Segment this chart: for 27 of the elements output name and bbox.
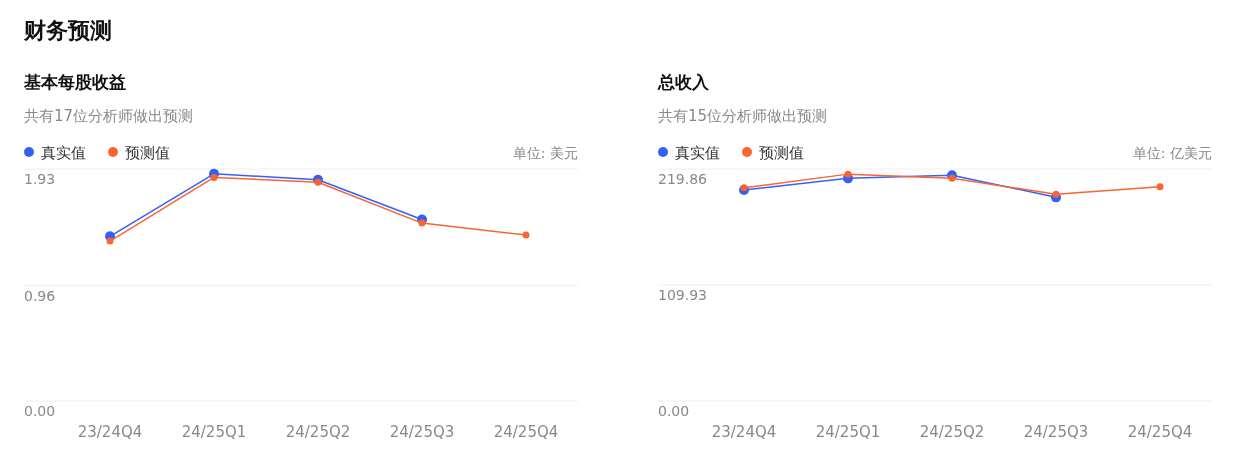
x-tick-label: 24/25Q1 [815,423,881,441]
y-tick-label: 0.00 [658,403,690,419]
x-tick-label: 24/25Q2 [285,423,351,441]
text: 单位: 美元 [512,145,578,161]
x-tick-label: 23/24Q4 [77,423,143,441]
chart-title: 基本每股收益 [23,72,126,92]
y-tick-label: 0.96 [24,287,56,304]
chart-subtitle: 共有17位分析师做出预测 [24,107,194,125]
x-tick-label: 24/25Q3 [1023,423,1089,441]
legend-label: 预测值 [125,143,170,162]
y-tick-label: 1.93 [24,171,56,187]
x-tick-label: 23/24Q4 [711,423,777,441]
x-tick-label: 24/25Q3 [389,423,455,441]
x-tick-label: 24/25Q4 [1127,423,1193,441]
y-tick-label: 109.93 [658,287,707,303]
legend-label: 真实值 [41,143,86,162]
x-tick-label: 24/25Q1 [181,423,247,441]
x-tick-label: 24/25Q2 [919,423,985,441]
text: 财务预测 [23,18,112,43]
y-tick-label: 0.00 [24,403,56,419]
text: 单位: 亿美元 [1132,145,1212,161]
chart-subtitle: 共有15位分析师做出预测 [658,107,828,125]
legend-label: 预测值 [759,143,804,162]
x-tick-label: 24/25Q4 [493,423,559,441]
y-tick-label: 219.86 [658,171,708,187]
legend-label: 真实值 [675,143,720,162]
chart-title: 总收入 [657,72,710,92]
